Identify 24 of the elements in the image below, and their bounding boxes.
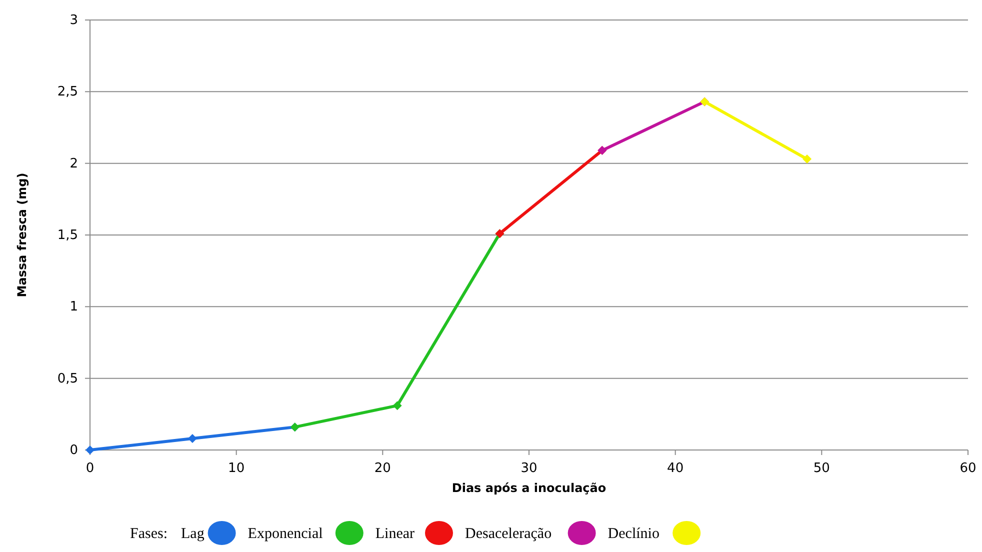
x-tick-label: 30 <box>520 461 538 476</box>
legend-label: Linear <box>375 526 415 542</box>
x-tick-label: 0 <box>86 461 94 476</box>
x-tick-label: 20 <box>374 461 391 476</box>
y-tick-label: 2,5 <box>57 84 78 100</box>
x-axis-title: Dias após a inoculação <box>452 481 606 495</box>
y-tick-label: 0,5 <box>57 371 78 386</box>
x-tick-label: 50 <box>813 461 830 476</box>
legend-label: Desaceleração <box>465 526 552 542</box>
y-tick-label: 0 <box>70 443 78 458</box>
y-tick-label: 3 <box>70 13 78 28</box>
legend-label: Declínio <box>608 526 660 542</box>
x-tick-label: 40 <box>667 461 684 476</box>
x-tick-label: 60 <box>960 461 976 476</box>
legend-title: Fases: <box>130 526 168 542</box>
y-axis-title: Massa fresca (mg) <box>15 172 29 298</box>
y-tick-label: 1 <box>70 300 78 315</box>
point <box>802 154 812 164</box>
point <box>392 401 402 410</box>
legend-label: Lag <box>181 526 205 542</box>
y-tick-label: 1,5 <box>57 228 78 243</box>
x-tick-label: 10 <box>228 461 245 476</box>
y-tick-label: 2 <box>70 156 78 172</box>
legend-label: Exponencial <box>248 526 323 542</box>
